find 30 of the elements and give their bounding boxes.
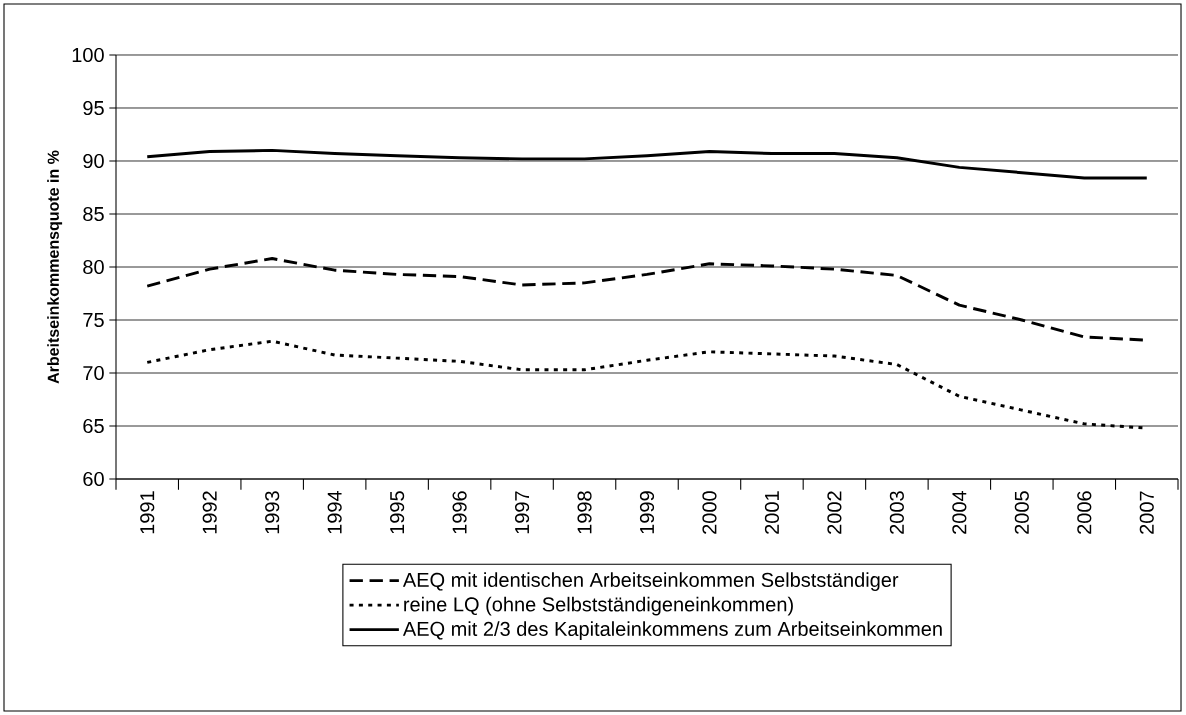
x-tick-label: 1999 (639, 491, 655, 534)
y-tick-label: 95 (83, 100, 104, 116)
y-tick-label: 65 (83, 418, 104, 434)
y-tick-label: 60 (83, 471, 104, 487)
legend-label: AEQ mit 2/3 des Kapitaleinkommens zum Arbeitseinkommen (402, 621, 942, 640)
x-tick-label: 2000 (702, 491, 717, 534)
x-tick-label: 1992 (202, 491, 217, 534)
legend-label: AEQ mit identischen Arbeitseinkommen Selbstständiger (402, 572, 899, 591)
y-tick-label: 75 (83, 313, 104, 327)
x-tick-label: 1998 (577, 491, 592, 534)
y-tick-label: 80 (83, 259, 104, 275)
x-tick-label: 2001 (764, 491, 780, 534)
x-tick-label: 1993 (265, 491, 280, 534)
y-tick-label: 85 (83, 206, 104, 222)
y-tick-label: 70 (83, 365, 104, 381)
x-tick-label: 2006 (1077, 491, 1092, 534)
x-tick-label: 1995 (390, 491, 405, 534)
x-tick-label: 2004 (952, 490, 967, 534)
y-tick-label: 90 (83, 153, 104, 169)
y-axis-title: Arbeitseinkommensquote in % (47, 150, 63, 384)
x-tick-label: 1994 (327, 490, 342, 534)
x-tick-label: 1991 (140, 491, 155, 534)
x-tick-label: 2003 (889, 491, 904, 534)
x-tick-label: 2005 (1014, 491, 1029, 534)
x-tick-label: 2007 (1139, 491, 1154, 534)
x-tick-label: 1997 (514, 491, 530, 534)
x-tick-label: 2002 (827, 491, 842, 534)
legend-label: reine LQ (ohne Selbstständigeneinkommen) (404, 596, 793, 616)
y-tick-label: 100 (72, 47, 104, 63)
x-tick-label: 1996 (452, 491, 467, 534)
